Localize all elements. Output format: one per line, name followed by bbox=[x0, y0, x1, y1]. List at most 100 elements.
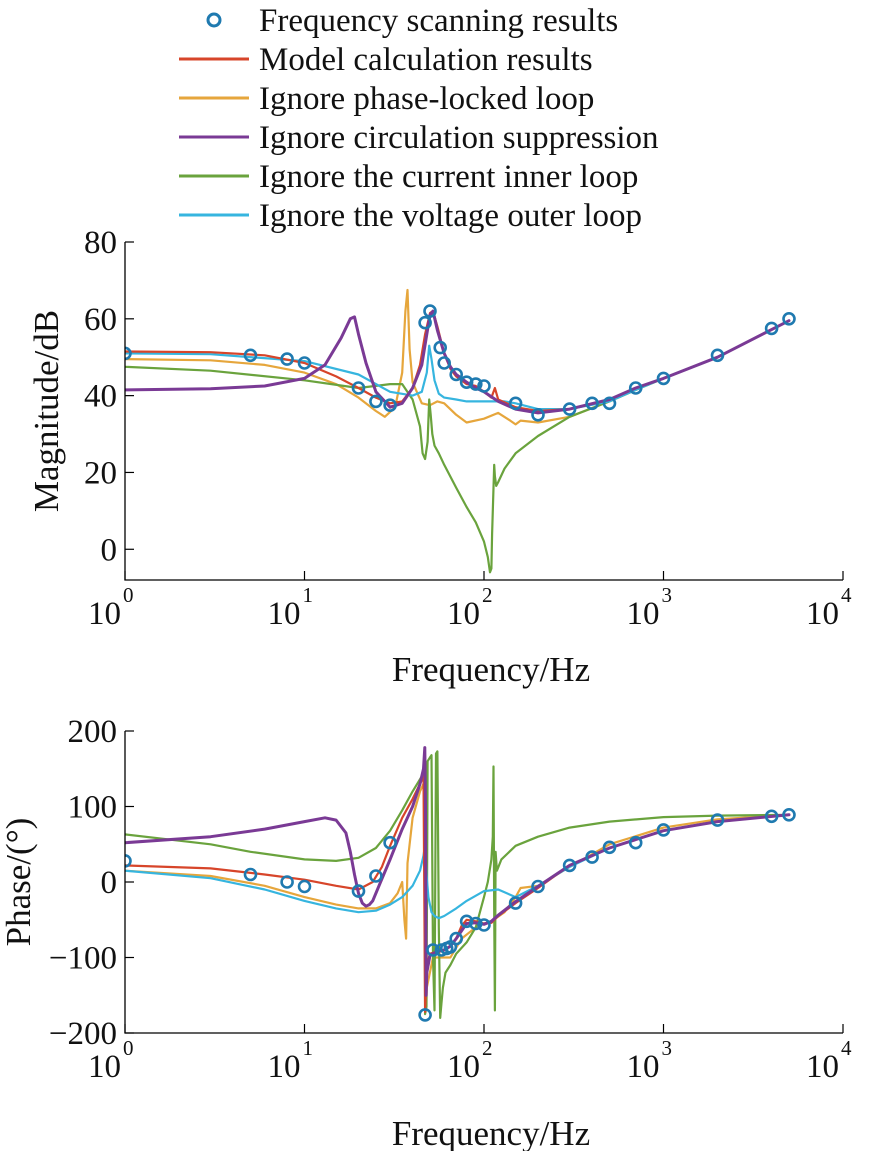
scan-point-marker bbox=[764, 321, 779, 336]
y-tick-label: 40 bbox=[84, 379, 117, 415]
x-tick-label-base: 10 bbox=[268, 596, 301, 632]
x-tick-label-base: 10 bbox=[627, 1049, 660, 1085]
x-tick-label-exponent: 1 bbox=[303, 1036, 314, 1060]
x-tick-label-exponent: 0 bbox=[123, 1036, 134, 1060]
scan-point-marker bbox=[280, 875, 294, 889]
scan-point-marker bbox=[585, 396, 599, 411]
x-tick-label-exponent: 3 bbox=[662, 1036, 673, 1060]
x-tick-label-exponent: 4 bbox=[841, 1036, 852, 1060]
scan-point-marker bbox=[297, 356, 312, 370]
x-tick-label-base: 10 bbox=[806, 1049, 839, 1085]
scan-point-marker bbox=[351, 381, 366, 395]
legend-label: Frequency scanning results bbox=[259, 3, 618, 39]
series-line-ignore-the-current-inner-loop bbox=[125, 319, 791, 574]
x-tick-label-base: 10 bbox=[268, 1049, 301, 1085]
scan-point-marker bbox=[562, 858, 577, 873]
scan-point-marker bbox=[656, 823, 671, 837]
series-line-ignore-the-voltage-outer-loop bbox=[125, 813, 791, 920]
scan-point-marker bbox=[243, 348, 258, 363]
y-tick-label: 200 bbox=[68, 714, 118, 750]
x-tick-label-base: 10 bbox=[88, 596, 121, 632]
scan-point-marker bbox=[477, 379, 491, 393]
legend-label: Ignore the current inner loop bbox=[259, 159, 638, 195]
series-group bbox=[125, 288, 796, 574]
x-tick-label-base: 10 bbox=[806, 596, 839, 632]
series-line-model-calculation-results bbox=[125, 775, 791, 1013]
scan-point-marker bbox=[477, 918, 491, 932]
scan-point-marker bbox=[562, 402, 577, 416]
legend-item: Frequency scanning results bbox=[206, 3, 618, 39]
scan-point-marker bbox=[764, 809, 779, 824]
x-tick-label-exponent: 4 bbox=[841, 583, 852, 607]
scan-point-marker bbox=[459, 375, 474, 390]
y-axis-label: Phase/(°) bbox=[0, 818, 38, 947]
y-tick-label: −100 bbox=[49, 941, 117, 977]
scan-point-marker bbox=[418, 315, 432, 330]
scan-point-marker bbox=[449, 931, 464, 946]
y-tick-label: 0 bbox=[101, 865, 118, 901]
scan-point-marker bbox=[433, 340, 448, 355]
scan-point-marker bbox=[710, 813, 725, 827]
legend-label: Model calculation results bbox=[259, 42, 593, 78]
x-tick-label-exponent: 1 bbox=[303, 583, 314, 607]
scan-point-marker bbox=[628, 381, 643, 395]
x-tick-label-base: 10 bbox=[447, 1049, 480, 1085]
series-line-ignore-phase-locked-loop bbox=[125, 775, 791, 1012]
scan-point-marker bbox=[437, 356, 452, 370]
scan-point-marker bbox=[602, 396, 617, 411]
legend-item: Ignore phase-locked loop bbox=[179, 81, 594, 117]
scan-point-marker bbox=[423, 304, 437, 318]
axis-frame bbox=[124, 242, 843, 581]
legend-item: Model calculation results bbox=[179, 42, 593, 78]
scan-point-marker bbox=[656, 371, 671, 386]
y-tick-label: 20 bbox=[84, 455, 117, 491]
scan-point-marker bbox=[383, 398, 397, 413]
scan-point-marker bbox=[351, 884, 366, 898]
series-line-ignore-the-voltage-outer-loop bbox=[125, 319, 791, 411]
legend-label: Ignore phase-locked loop bbox=[259, 81, 594, 117]
scan-point-marker bbox=[369, 869, 383, 883]
x-axis-label: Frequency/Hz bbox=[392, 650, 590, 689]
scan-point-marker bbox=[125, 854, 132, 868]
y-tick-label: 100 bbox=[68, 790, 118, 826]
x-tick-label-exponent: 3 bbox=[662, 583, 673, 607]
scan-point-marker bbox=[531, 879, 545, 894]
legend-label: Ignore the voltage outer loop bbox=[259, 198, 642, 234]
x-tick-label-exponent: 2 bbox=[482, 583, 493, 607]
series-line-ignore-circulation-suppression bbox=[125, 309, 791, 415]
x-axis-label: Frequency/Hz bbox=[392, 1114, 590, 1151]
legend-item: Ignore circulation suppression bbox=[179, 120, 659, 156]
scan-point-marker bbox=[383, 835, 397, 850]
scan-point-marker bbox=[418, 1008, 432, 1022]
scan-point-marker bbox=[782, 311, 796, 326]
scan-point-marker bbox=[426, 943, 440, 957]
scan-point-marker bbox=[468, 916, 483, 931]
scan-point-marker bbox=[508, 396, 523, 411]
scan-point-marker bbox=[369, 394, 383, 409]
series-line-ignore-the-current-inner-loop bbox=[125, 750, 791, 1019]
legend-item: Ignore the voltage outer loop bbox=[179, 198, 642, 234]
scan-point-marker bbox=[782, 807, 796, 822]
scan-point-marker bbox=[468, 377, 483, 391]
series-line-ignore-phase-locked-loop bbox=[125, 288, 791, 426]
scan-point-marker bbox=[531, 407, 545, 422]
series-line-ignore-circulation-suppression bbox=[125, 746, 791, 997]
legend-marker-circle bbox=[206, 12, 222, 28]
legend-label: Ignore circulation suppression bbox=[259, 120, 659, 156]
scan-point-marker bbox=[628, 835, 643, 850]
y-tick-label: 80 bbox=[84, 225, 117, 261]
phase-plot: 1001011021031042001000−100−200Frequency/… bbox=[0, 714, 852, 1151]
scan-point-marker bbox=[125, 346, 132, 361]
scan-point-marker bbox=[585, 850, 599, 864]
scan-point-marker bbox=[280, 352, 294, 366]
x-tick-label-exponent: 0 bbox=[123, 583, 134, 607]
x-tick-label-base: 10 bbox=[88, 1049, 121, 1085]
y-axis-label: Magnitude/dB bbox=[27, 310, 66, 512]
magnitude-plot: 100101102103104020406080Frequency/HzMagn… bbox=[27, 225, 852, 689]
legend-item: Ignore the current inner loop bbox=[179, 159, 638, 195]
series-group bbox=[125, 746, 796, 1022]
scan-point-marker bbox=[602, 840, 617, 855]
scan-point-marker bbox=[243, 867, 258, 882]
